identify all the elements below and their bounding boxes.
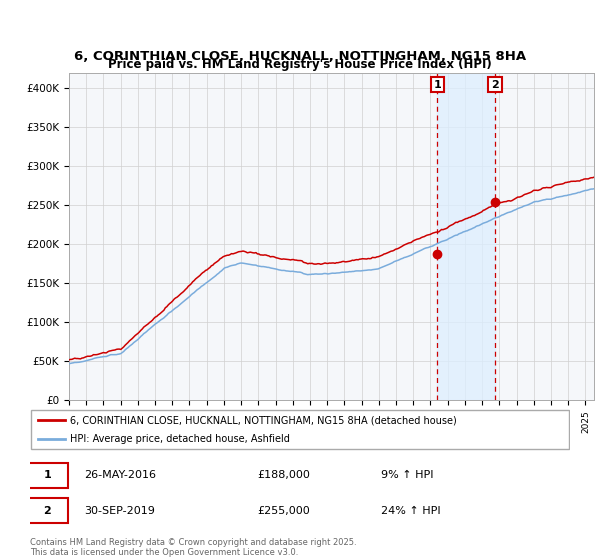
Text: £188,000: £188,000 xyxy=(257,470,310,480)
Text: 6, CORINTHIAN CLOSE, HUCKNALL, NOTTINGHAM, NG15 8HA (detached house): 6, CORINTHIAN CLOSE, HUCKNALL, NOTTINGHA… xyxy=(71,415,457,425)
Text: 24% ↑ HPI: 24% ↑ HPI xyxy=(381,506,440,516)
Text: £255,000: £255,000 xyxy=(257,506,310,516)
Text: 9% ↑ HPI: 9% ↑ HPI xyxy=(381,470,433,480)
Text: 6, CORINTHIAN CLOSE, HUCKNALL, NOTTINGHAM, NG15 8HA: 6, CORINTHIAN CLOSE, HUCKNALL, NOTTINGHA… xyxy=(74,50,526,63)
Text: 2: 2 xyxy=(43,506,51,516)
Text: 1: 1 xyxy=(43,470,51,480)
Text: 26-MAY-2016: 26-MAY-2016 xyxy=(84,470,156,480)
FancyBboxPatch shape xyxy=(28,498,68,523)
Bar xyxy=(437,73,495,400)
Text: Contains HM Land Registry data © Crown copyright and database right 2025.
This d: Contains HM Land Registry data © Crown c… xyxy=(30,538,356,557)
Text: HPI: Average price, detached house, Ashfield: HPI: Average price, detached house, Ashf… xyxy=(71,435,290,445)
FancyBboxPatch shape xyxy=(31,410,569,449)
FancyBboxPatch shape xyxy=(28,463,68,488)
Text: 30-SEP-2019: 30-SEP-2019 xyxy=(84,506,155,516)
Text: Price paid vs. HM Land Registry's House Price Index (HPI): Price paid vs. HM Land Registry's House … xyxy=(108,58,492,71)
Text: 2: 2 xyxy=(491,80,499,90)
Text: 1: 1 xyxy=(433,80,441,90)
